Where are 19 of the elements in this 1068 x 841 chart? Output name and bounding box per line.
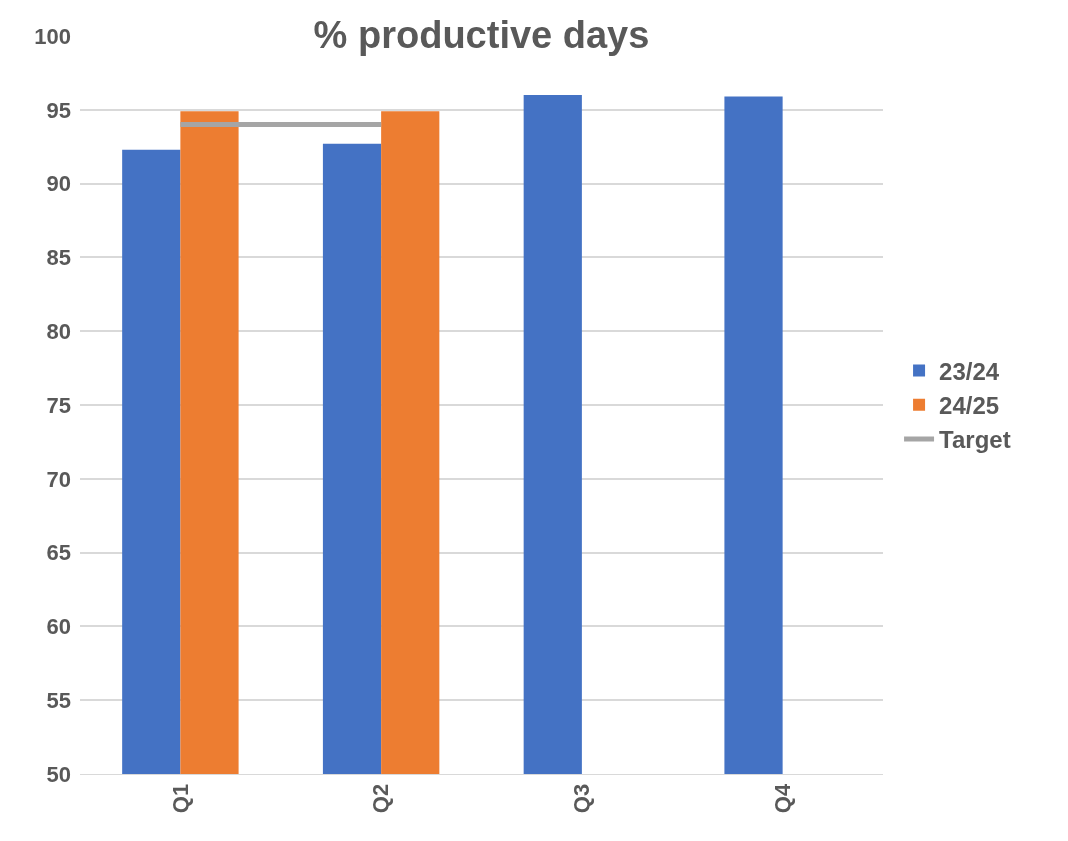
x-tick-label: Q3	[569, 783, 595, 814]
y-tick-label: 75	[46, 392, 71, 418]
y-tick-label: 60	[46, 614, 71, 640]
y-tick-label: 80	[46, 318, 71, 344]
legend-label: Target	[939, 426, 1011, 454]
y-tick-label: 50	[46, 761, 71, 787]
x-tick-label: Q2	[368, 783, 394, 814]
y-tick-label: 55	[46, 687, 71, 713]
y-tick-label: 65	[46, 540, 71, 566]
chart-title: % productive days	[313, 13, 650, 56]
legend-label: 24/25	[939, 392, 1000, 420]
y-tick-label: 85	[46, 245, 71, 271]
y-tick-label: 100	[34, 23, 71, 49]
y-tick-label: 70	[46, 466, 71, 492]
y-tick-label: 95	[46, 97, 71, 123]
legend-label: 23/24	[939, 357, 1000, 385]
x-tick-label: Q1	[167, 783, 193, 814]
y-tick-label: 90	[46, 171, 71, 197]
x-tick-label: Q4	[769, 783, 795, 814]
